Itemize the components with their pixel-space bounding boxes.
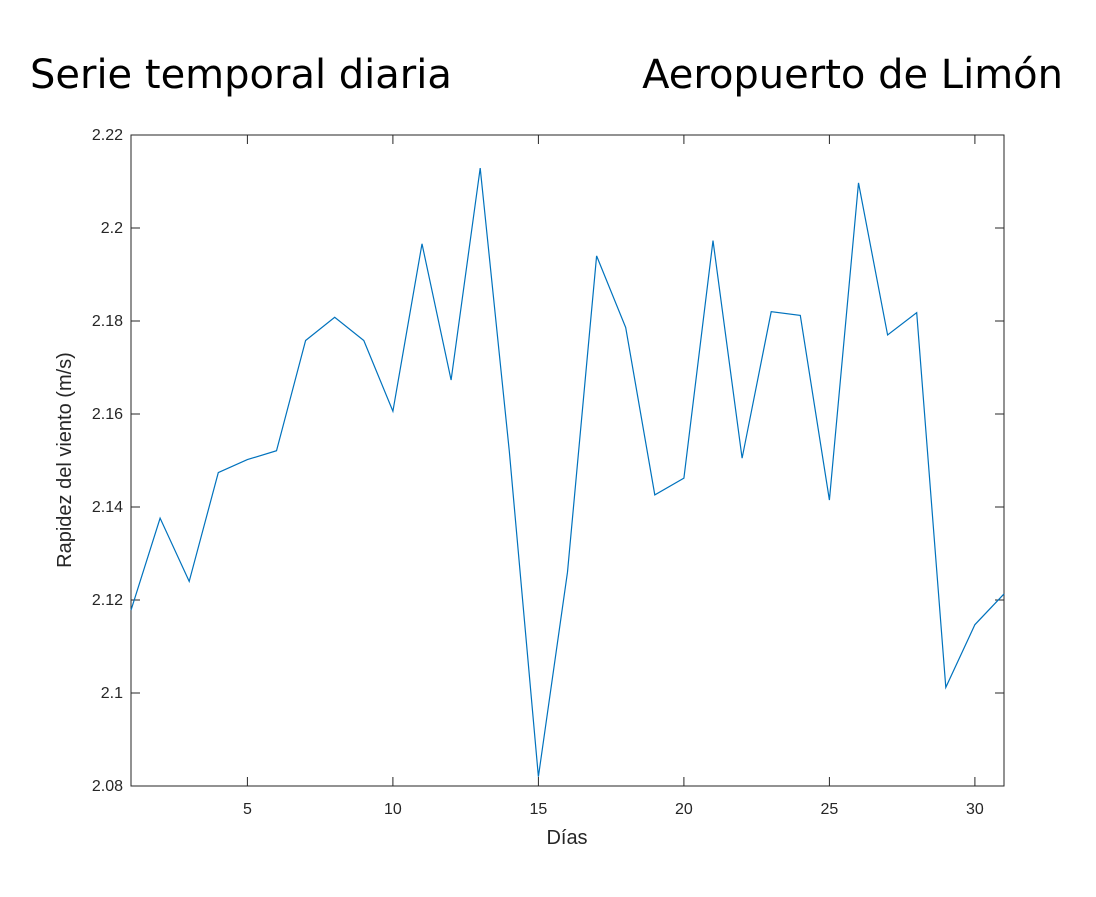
y-axis-label: Rapidez del viento (m/s)	[54, 352, 76, 568]
x-tick-label: 15	[530, 801, 548, 818]
x-tick-label: 10	[384, 801, 402, 818]
x-axis-label: Días	[546, 827, 587, 849]
data-points	[130, 167, 1005, 777]
chart-title: Serie temporal diaria	[30, 52, 452, 98]
y-tick-label: 2.1	[101, 685, 123, 702]
x-tick-label: 30	[966, 801, 984, 818]
chart-subtitle: Aeropuerto de Limón	[642, 52, 1063, 98]
y-tick-label: 2.16	[92, 406, 123, 423]
x-tick-label: 25	[821, 801, 839, 818]
y-tick-label: 2.14	[92, 499, 123, 516]
x-tick-label: 20	[675, 801, 693, 818]
y-tick-label: 2.2	[101, 220, 123, 237]
y-tick-label: 2.22	[92, 127, 123, 144]
y-tick-label: 2.08	[92, 778, 123, 795]
axis-ticks: 5 10 15 20 25 30 2.08 2.1 2.12 2.14 2.16 2.18 2.2 2.2…	[92, 127, 1004, 818]
x-tick-label: 5	[243, 801, 252, 818]
y-tick-label: 2.12	[92, 592, 123, 609]
plot-area	[130, 134, 1005, 787]
y-tick-label: 2.18	[92, 313, 123, 330]
